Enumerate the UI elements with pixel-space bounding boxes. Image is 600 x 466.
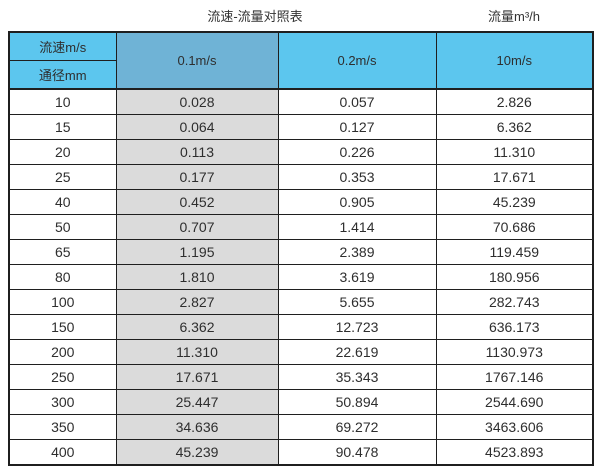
flow-value-cell: 5.655 (277, 289, 437, 315)
diameter-cell: 300 (8, 389, 117, 415)
flow-value-cell: 1.414 (277, 214, 437, 240)
flow-value-cell: 17.671 (115, 364, 279, 390)
flow-value-cell: 11.310 (115, 339, 279, 365)
flow-value-cell: 282.743 (435, 289, 594, 315)
flow-value-cell: 180.956 (435, 264, 594, 290)
table-row: 50 0.707 1.414 70.686 (8, 214, 594, 240)
flow-value-cell: 3463.606 (435, 414, 594, 440)
flow-value-cell: 45.239 (115, 439, 279, 466)
flow-value-cell: 1.195 (115, 239, 279, 265)
flow-value-cell: 0.028 (115, 88, 279, 115)
column-header-10ms: 10m/s (435, 31, 594, 90)
corner-header-velocity: 流速m/s (8, 31, 117, 61)
flow-value-cell: 0.113 (115, 139, 279, 165)
diameter-cell: 15 (8, 114, 117, 140)
flow-value-cell: 2.826 (435, 88, 594, 115)
table-header: 流速m/s 0.1m/s 0.2m/s 10m/s 通径mm (8, 31, 594, 90)
flow-value-cell: 0.226 (277, 139, 437, 165)
diameter-cell: 80 (8, 264, 117, 290)
flow-value-cell: 0.905 (277, 189, 437, 215)
table-row: 10 0.028 0.057 2.826 (8, 88, 594, 115)
flow-value-cell: 2544.690 (435, 389, 594, 415)
table-row: 200 11.310 22.619 1130.973 (8, 339, 594, 365)
caption-area: 流速-流量对照表 流量m³/h (0, 0, 600, 30)
diameter-cell: 20 (8, 139, 117, 165)
header-row-bottom: 通径mm (8, 60, 593, 90)
table-row: 20 0.113 0.226 11.310 (8, 139, 594, 165)
flow-value-cell: 0.057 (277, 88, 437, 115)
table-row: 25 0.177 0.353 17.671 (8, 164, 594, 190)
flow-value-cell: 636.173 (435, 314, 594, 340)
flow-value-cell: 12.723 (277, 314, 437, 340)
flow-value-cell: 17.671 (435, 164, 594, 190)
flow-value-cell: 0.177 (115, 164, 279, 190)
flow-value-cell: 0.064 (115, 114, 279, 140)
flow-value-cell: 3.619 (277, 264, 437, 290)
flow-value-cell: 2.827 (115, 289, 279, 315)
table-row: 65 1.195 2.389 119.459 (8, 239, 594, 265)
flow-value-cell: 34.636 (115, 414, 279, 440)
flow-value-cell: 119.459 (435, 239, 594, 265)
flow-value-cell: 35.343 (277, 364, 437, 390)
flow-value-cell: 4523.893 (435, 439, 594, 466)
flow-value-cell: 1767.146 (435, 364, 594, 390)
column-header-0-1ms: 0.1m/s (115, 31, 279, 90)
flow-value-cell: 11.310 (435, 139, 594, 165)
flow-value-cell: 6.362 (115, 314, 279, 340)
flow-value-cell: 22.619 (277, 339, 437, 365)
table-row: 15 0.064 0.127 6.362 (8, 114, 594, 140)
diameter-cell: 40 (8, 189, 117, 215)
diameter-cell: 150 (8, 314, 117, 340)
flow-value-cell: 0.353 (277, 164, 437, 190)
diameter-cell: 10 (8, 88, 117, 115)
table-row: 350 34.636 69.272 3463.606 (8, 414, 594, 440)
table-body: 10 0.028 0.057 2.826 15 0.064 0.127 6.362 20 0.11… (8, 88, 594, 466)
table-row: 300 25.447 50.894 2544.690 (8, 389, 594, 415)
flow-value-cell: 50.894 (277, 389, 437, 415)
table-row: 80 1.810 3.619 180.956 (8, 264, 594, 290)
diameter-cell: 200 (8, 339, 117, 365)
header-row-top: 流速m/s 0.1m/s 0.2m/s 10m/s (8, 31, 594, 90)
flow-value-cell: 45.239 (435, 189, 594, 215)
flow-unit-label: 流量m³/h (487, 9, 541, 24)
table-row: 250 17.671 35.343 1767.146 (8, 364, 594, 390)
column-header-0-2ms: 0.2m/s (277, 31, 437, 90)
diameter-cell: 65 (8, 239, 117, 265)
diameter-cell: 100 (8, 289, 117, 315)
flow-value-cell: 69.272 (277, 414, 437, 440)
table-row: 100 2.827 5.655 282.743 (8, 289, 594, 315)
table-row: 40 0.452 0.905 45.239 (8, 189, 594, 215)
flow-value-cell: 6.362 (435, 114, 594, 140)
flow-value-cell: 0.127 (277, 114, 437, 140)
table-row: 400 45.239 90.478 4523.893 (8, 439, 594, 466)
diameter-cell: 350 (8, 414, 117, 440)
flow-value-cell: 1.810 (115, 264, 279, 290)
diameter-cell: 400 (8, 439, 117, 466)
flow-value-cell: 0.452 (115, 189, 279, 215)
flow-rate-table: 流速m/s 0.1m/s 0.2m/s 10m/s 通径mm 10 0.028 0.… (8, 31, 594, 466)
flow-value-cell: 25.447 (115, 389, 279, 415)
flow-value-cell: 1130.973 (435, 339, 594, 365)
diameter-cell: 50 (8, 214, 117, 240)
corner-header-diameter: 通径mm (8, 60, 117, 90)
diameter-cell: 250 (8, 364, 117, 390)
flow-value-cell: 2.389 (277, 239, 437, 265)
flow-value-cell: 70.686 (435, 214, 594, 240)
table-title: 流速-流量对照表 (207, 9, 303, 24)
table-row: 150 6.362 12.723 636.173 (8, 314, 594, 340)
flow-value-cell: 90.478 (277, 439, 437, 466)
flow-value-cell: 0.707 (115, 214, 279, 240)
diameter-cell: 25 (8, 164, 117, 190)
